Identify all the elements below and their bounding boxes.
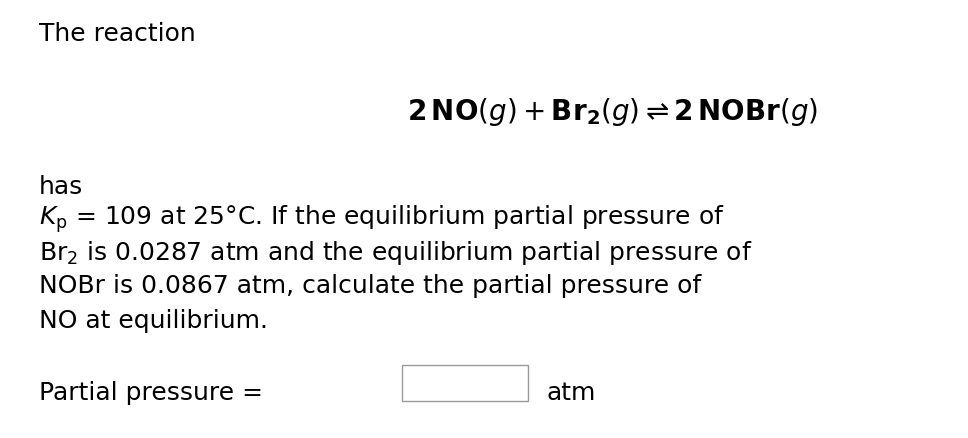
Text: $\mathbf{2\,NO}(\mathit{g}) + \mathbf{Br_2}(\mathit{g}) \rightleftharpoons \math: $\mathbf{2\,NO}(\mathit{g}) + \mathbf{Br… (407, 96, 818, 128)
Text: The reaction: The reaction (39, 22, 196, 46)
Text: Partial pressure =: Partial pressure = (39, 381, 262, 405)
Text: has: has (39, 175, 83, 199)
Text: $K_\mathrm{p}$ = 109 at 25°C. If the equilibrium partial pressure of: $K_\mathrm{p}$ = 109 at 25°C. If the equ… (39, 204, 724, 235)
Text: NO at equilibrium.: NO at equilibrium. (39, 309, 268, 333)
Text: atm: atm (547, 381, 596, 405)
Text: NOBr is 0.0867 atm, calculate the partial pressure of: NOBr is 0.0867 atm, calculate the partia… (39, 274, 701, 298)
FancyBboxPatch shape (402, 365, 528, 401)
Text: $\mathrm{Br_2}$ is 0.0287 atm and the equilibrium partial pressure of: $\mathrm{Br_2}$ is 0.0287 atm and the eq… (39, 239, 752, 267)
